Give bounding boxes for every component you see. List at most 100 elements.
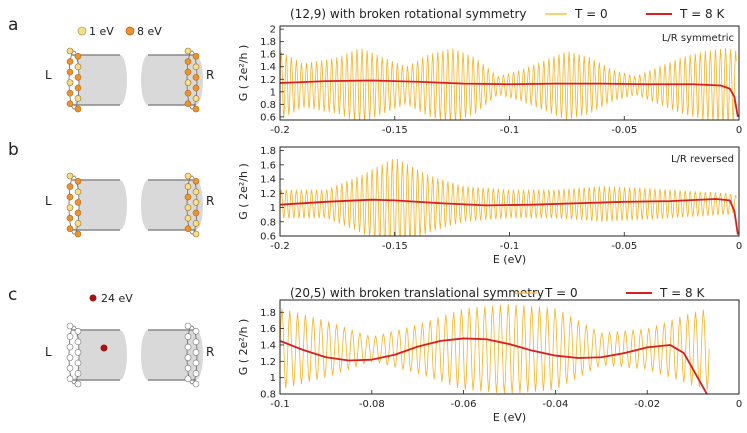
site-dot [184, 333, 192, 340]
site-dot [66, 79, 74, 86]
x-axis-label: E (eV) [493, 411, 526, 424]
site-dot [66, 204, 74, 211]
site-dot [184, 89, 192, 97]
charts: 0.60.811.21.41.61.82-0.2 -0.15 -0.1 -0.05 0G… [237, 7, 742, 424]
y-tick-label: 0.8 [260, 100, 276, 111]
site-dot [74, 63, 82, 71]
y-axis-label: G ( 2e²/h ) [237, 319, 250, 375]
site-dot [74, 209, 82, 217]
x-tick-label: 0 [736, 241, 742, 252]
chart-annotation: L/R reversed [671, 154, 734, 165]
site-dot [192, 63, 200, 71]
site-dot [184, 204, 192, 211]
panel-label-c: c [8, 285, 17, 305]
legend-24ev-label: 24 eV [101, 292, 133, 305]
lead-label-right: R [206, 68, 214, 82]
lead-label-left: L [45, 194, 52, 208]
chart-b: 0.6 0.8 1 1.2 1.4 1.6 1.8 -0.2 -0.15 -0.1 -0.05 0 G … [237, 146, 742, 266]
chart-title: (20,5) with broken translational symmetr… [290, 286, 544, 300]
site-dot [184, 322, 192, 330]
site-dot [74, 349, 82, 356]
site-dot [184, 68, 192, 76]
site-dot [74, 177, 82, 185]
series-t8-line [280, 198, 739, 235]
site-dot [66, 183, 74, 190]
series-t0-line [280, 304, 710, 394]
tube-left-a [66, 47, 127, 113]
lead-label-left: L [45, 345, 52, 359]
y-tick-label: 1 [270, 373, 276, 384]
site-dot [184, 375, 192, 383]
site-dot [74, 370, 82, 377]
site-dot [74, 359, 82, 367]
site-dot [74, 380, 82, 388]
site-dot [192, 230, 200, 238]
x-tick-label: -0.02 [634, 399, 660, 410]
site-dot [74, 220, 82, 227]
y-tick-label: 1.8 [260, 146, 276, 157]
lead-label-right: R [206, 194, 214, 208]
x-tick-label: -0.08 [359, 399, 385, 410]
tube-body [72, 55, 127, 105]
site-dot [192, 349, 200, 356]
site-dot [66, 172, 74, 180]
plot-frame [279, 299, 740, 395]
site-dot [66, 375, 74, 383]
site-dot [74, 84, 82, 92]
site-dot [66, 58, 74, 65]
site-dot [184, 100, 192, 108]
y-tick-label: 0.6 [260, 112, 276, 123]
tube-body [72, 180, 127, 230]
y-tick-label: 1.8 [260, 37, 276, 48]
chart-c: 0.8 1 1.2 1.4 1.6 1.8 -0.1 -0.08 -0.06 -0.04 -0.02… [237, 286, 742, 424]
site-dot [66, 47, 74, 55]
site-dot [184, 193, 192, 201]
site-dot [184, 183, 192, 190]
chart-title: (12,9) with broken rotational symmetry [290, 7, 527, 21]
site-dot [192, 177, 200, 185]
site-dot [184, 364, 192, 372]
site-dot [74, 74, 82, 81]
x-tick-label: -0.2 [270, 241, 290, 252]
legend-t8-label: T = 8 K [679, 7, 725, 21]
y-tick-label: 1.4 [260, 62, 276, 73]
site-dot [66, 333, 74, 340]
x-tick-label: -0.1 [500, 241, 520, 252]
series-t8-line [280, 337, 708, 394]
x-axis-label: E (eV) [493, 253, 526, 266]
y-axis-label: G ( 2e²/h ) [237, 163, 250, 219]
site-dot [74, 199, 82, 206]
panel-label-a: a [8, 15, 18, 35]
y-tick-label: 1.2 [260, 75, 276, 86]
site-dot [192, 52, 200, 60]
site-dot [74, 188, 82, 196]
tube-left-b [66, 172, 127, 238]
y-tick-label: 0.6 [260, 232, 276, 243]
legend-t0-label: T = 0 [544, 286, 578, 300]
legend-dot-1ev [77, 26, 87, 36]
site-dot [184, 214, 192, 222]
y-tick-label: 1.6 [260, 50, 276, 61]
site-dot [74, 105, 82, 113]
site-dot [184, 354, 192, 361]
site-dot [66, 89, 74, 97]
legend-dot-8ev [125, 26, 135, 36]
site-dot [192, 74, 200, 81]
x-tick-label: -0.05 [611, 241, 637, 252]
site-dot [192, 209, 200, 217]
legend-t8-label: T = 8 K [659, 286, 705, 300]
x-tick-label: -0.15 [382, 241, 408, 252]
site-dot [74, 52, 82, 60]
site-dot [74, 95, 82, 102]
y-tick-label: 0.8 [260, 217, 276, 228]
tube-right-a [141, 47, 203, 113]
series-t0-line [280, 48, 737, 120]
site-dot [184, 172, 192, 180]
site-dot [66, 100, 74, 108]
site-dot [184, 47, 192, 55]
site-dot [192, 84, 200, 92]
x-tick-label: -0.15 [382, 125, 408, 136]
panel-label-b: b [8, 140, 19, 160]
site-dot [66, 225, 74, 233]
chart-a: 0.60.8 11.2 1.41.6 1.82 -0.2 -0.15 -0.1 -0.05 0 G… [237, 7, 742, 136]
